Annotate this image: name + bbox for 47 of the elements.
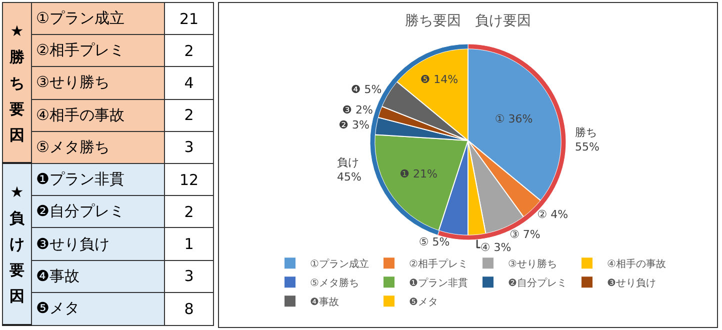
legend-label: ❷自分プレミ [508, 276, 567, 289]
legend-label: ❶プラン非貫 [409, 276, 468, 289]
data-label: 2 [164, 34, 214, 67]
data-label: ④ 3% [480, 241, 512, 254]
text: ★負け要因 [2, 163, 32, 325]
data-label: 3 [164, 131, 214, 164]
legend-label: ②相手プレミ [409, 258, 468, 270]
slice-label: 負け [337, 156, 359, 169]
data-label: 1 [164, 228, 214, 260]
category-label: ①プラン成立 [32, 2, 164, 35]
data-label: ❶ 21% [400, 168, 438, 181]
data-label: 45% [337, 170, 362, 184]
data-label: ❷ 3% [338, 118, 370, 132]
category-label: ❷自分プレミ [32, 196, 164, 228]
legend-label: ❹事故 [310, 296, 339, 308]
category-label: ②相手プレミ [32, 34, 164, 67]
slice-label: 勝ち [575, 126, 597, 139]
category-label: ❺メタ [32, 292, 164, 325]
category-label: ⑤メタ勝ち [32, 131, 164, 164]
category-label: ❹事故 [32, 260, 164, 293]
data-label: 55% [575, 140, 600, 154]
legend-label: ①プラン成立 [310, 258, 369, 270]
data-label: 21 [164, 2, 214, 35]
data-label: ❹ 5% [350, 83, 382, 96]
data-label: ❺ 14% [420, 72, 458, 86]
legend-label: ❺メタ [409, 296, 438, 308]
data-label: 3 [164, 260, 214, 293]
legend-label: ❸せり負け [607, 276, 656, 289]
data-label: 8 [164, 292, 214, 325]
data-label: 12 [164, 163, 214, 196]
legend-label: ⑤メタ勝ち [310, 276, 359, 289]
data-label: ③ 7% [510, 228, 540, 242]
text: ★勝ち要因 [2, 2, 32, 164]
chart-title: 勝ち要因 負け要因 [405, 12, 531, 29]
data-label: ① 36% [494, 112, 533, 126]
legend-label: ③せり勝ち [508, 258, 557, 270]
data-label: ⑤ 5% [418, 236, 450, 249]
data-label: ❸ 2% [342, 104, 373, 117]
data-label: 2 [164, 196, 214, 228]
category-label: ③せり勝ち [32, 66, 164, 100]
category-label: ❸せり負け [32, 228, 164, 260]
legend-label: ④相手の事故 [607, 258, 666, 270]
category-label: ④相手の事故 [32, 99, 164, 132]
category-label: ❶プラン非貫 [32, 163, 164, 196]
data-label: ② 4% [537, 208, 568, 221]
data-label: 2 [164, 99, 214, 132]
data-label: 4 [164, 66, 214, 100]
